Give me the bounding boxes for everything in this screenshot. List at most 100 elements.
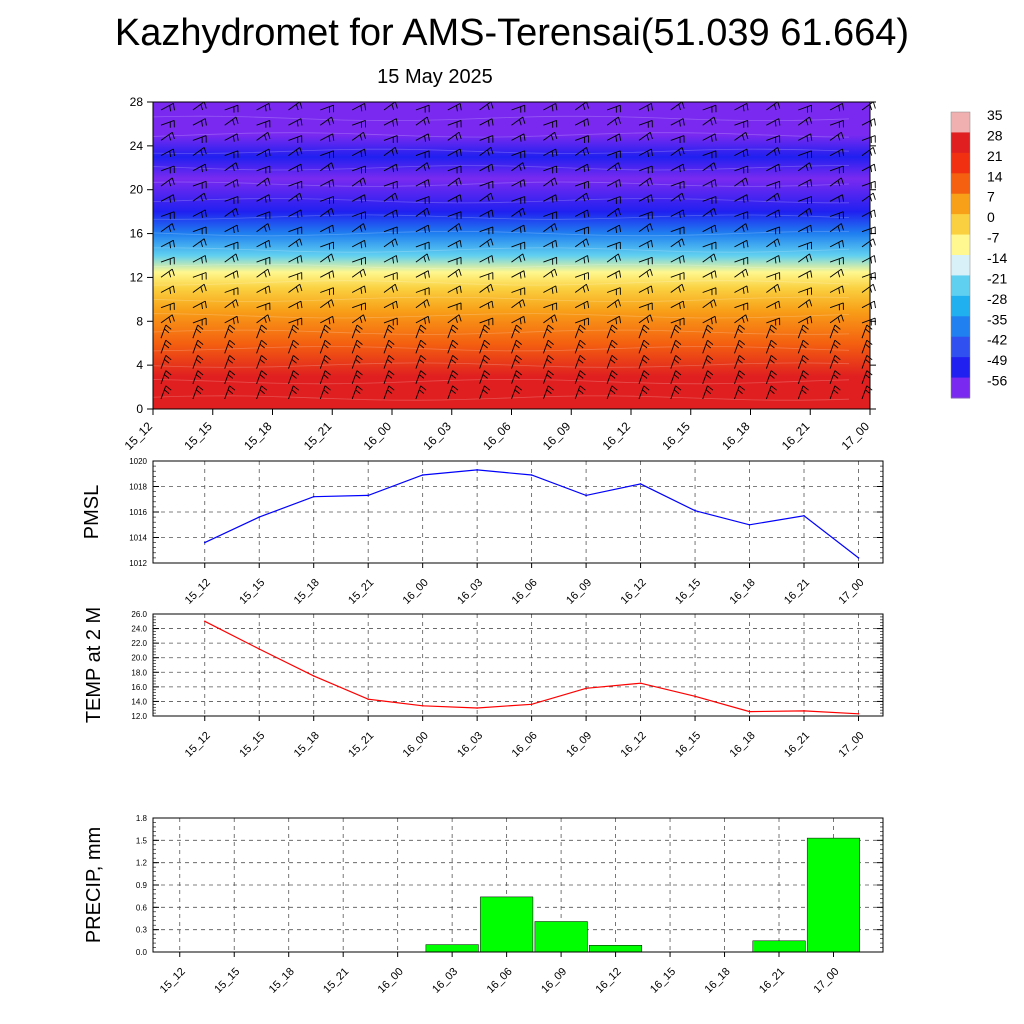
- barb-feather: [232, 256, 235, 263]
- barb-feather: [769, 374, 775, 379]
- wind-barb: [829, 194, 845, 203]
- barb-shaft: [160, 211, 175, 217]
- wind-barb: [670, 226, 685, 235]
- series-point: [312, 675, 315, 677]
- heatmap-xtick-label: 15_18: [241, 419, 275, 453]
- barb-shaft: [765, 324, 772, 339]
- barb-feather: [578, 328, 584, 334]
- wind-barb: [352, 119, 366, 128]
- barb-shaft: [383, 238, 396, 248]
- barb-shaft: [606, 299, 619, 309]
- barb-feather: [586, 192, 590, 200]
- barb-feather: [171, 268, 175, 276]
- wind-barb: [447, 119, 462, 128]
- barb-feather: [522, 299, 526, 307]
- wind-barb: [192, 272, 207, 280]
- barb-shaft: [574, 255, 588, 263]
- barb-feather: [516, 339, 522, 345]
- barb-feather: [232, 301, 235, 308]
- barb-feather: [300, 209, 303, 217]
- wind-barb: [320, 270, 335, 279]
- barb-feather: [610, 343, 616, 349]
- barb-shaft: [224, 179, 238, 187]
- barb-shaft: [320, 150, 334, 157]
- barb-shaft: [638, 370, 645, 384]
- wind-barb: [670, 339, 682, 354]
- barb-feather: [327, 119, 331, 126]
- barb-shaft: [670, 118, 684, 126]
- wind-barb: [670, 192, 685, 202]
- wind-barb: [256, 302, 271, 311]
- heatmap-ytick-label: 16: [130, 227, 144, 241]
- barb-shaft: [574, 192, 587, 202]
- barb-shaft: [798, 270, 811, 278]
- barb-shaft: [606, 385, 613, 400]
- wind-barb: [734, 148, 749, 157]
- barb-feather: [647, 105, 650, 112]
- barb-shaft: [415, 385, 422, 400]
- barb-shaft: [224, 270, 238, 278]
- wind-barb: [766, 238, 781, 248]
- barb-feather: [516, 385, 522, 391]
- wind-barb: [606, 207, 621, 217]
- barb-feather: [619, 133, 622, 141]
- barb-shaft: [702, 241, 717, 248]
- barb-feather: [737, 374, 743, 379]
- barb-feather: [197, 355, 204, 361]
- barb-feather: [746, 103, 749, 111]
- barb-feather: [611, 324, 618, 330]
- barb-feather: [168, 271, 172, 278]
- barb-shaft: [192, 135, 207, 141]
- barb-shaft: [192, 385, 199, 400]
- barb-shaft: [511, 207, 524, 217]
- barb-feather: [710, 227, 713, 234]
- barb-feather: [707, 339, 714, 345]
- barb-feather: [710, 256, 713, 263]
- barb-feather: [522, 116, 526, 124]
- barb-feather: [232, 181, 235, 188]
- barb-feather: [391, 195, 395, 202]
- wind-barb: [606, 370, 618, 384]
- barb-shaft: [288, 101, 301, 111]
- wind-barb: [351, 239, 367, 249]
- barb-feather: [197, 370, 204, 376]
- barb-feather: [678, 104, 681, 111]
- barb-feather: [741, 134, 745, 141]
- barb-shaft: [861, 283, 874, 293]
- barb-feather: [615, 272, 618, 279]
- barb-shaft: [542, 340, 549, 354]
- barb-feather: [514, 359, 520, 364]
- barb-shaft: [447, 148, 461, 156]
- wind-barb: [734, 314, 749, 324]
- barb-feather: [424, 272, 426, 279]
- barb-shaft: [702, 299, 715, 309]
- wind-barb: [606, 299, 621, 309]
- wind-barb: [160, 194, 175, 203]
- barb-feather: [324, 355, 331, 361]
- barb-shaft: [670, 272, 685, 278]
- barb-shaft: [734, 211, 748, 217]
- barb-feather: [578, 389, 584, 394]
- barb-feather: [809, 253, 813, 261]
- xtick-label: 16_21: [757, 966, 787, 996]
- barb-feather: [200, 240, 204, 248]
- barb-feather: [619, 270, 622, 278]
- barb-shaft: [861, 340, 868, 354]
- barb-feather: [296, 303, 299, 310]
- barb-feather: [679, 211, 681, 218]
- barb-feather: [236, 270, 239, 278]
- barb-feather: [232, 227, 235, 234]
- wind-barb: [798, 224, 813, 234]
- barb-shaft: [511, 224, 525, 233]
- barb-shaft: [638, 211, 653, 217]
- barb-shaft: [798, 162, 810, 172]
- wind-barb: [702, 150, 717, 159]
- xtick-label: 16_03: [455, 730, 485, 760]
- barb-shaft: [542, 385, 549, 400]
- barb-feather: [745, 223, 749, 231]
- barb-feather: [261, 324, 268, 330]
- barb-feather: [332, 316, 335, 324]
- barb-shaft: [543, 211, 557, 217]
- barb-shaft: [702, 196, 717, 202]
- barb-feather: [872, 238, 876, 246]
